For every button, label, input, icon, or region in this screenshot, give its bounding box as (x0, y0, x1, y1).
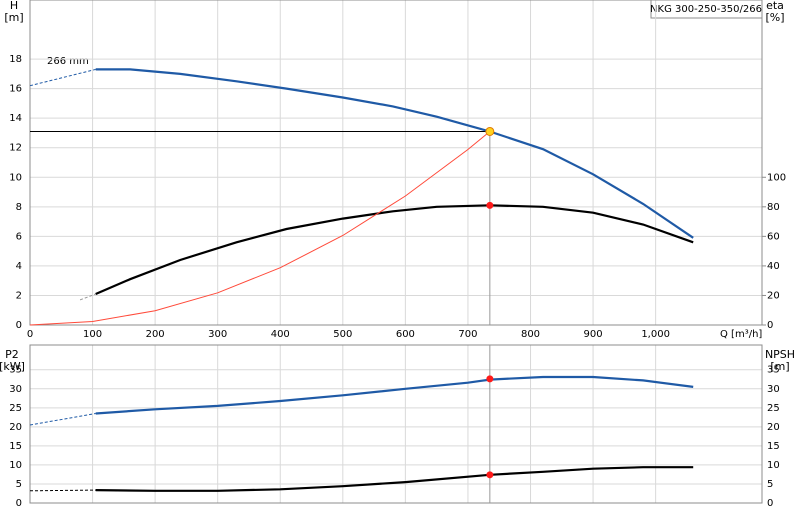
y2-unit: [%] (765, 11, 784, 24)
y2-tick-label: 20 (767, 422, 780, 433)
y2-label: NPSH (765, 348, 795, 361)
x-tick-label: 600 (396, 329, 415, 340)
y2-tick-label: 25 (767, 403, 780, 414)
y2-tick-label: 30 (767, 384, 780, 395)
y2-tick-label: 35 (767, 365, 780, 376)
y-tick-label: 6 (16, 231, 22, 242)
y2-tick-label: 0 (767, 320, 773, 331)
y-tick-label: 4 (16, 261, 22, 272)
y2-tick-label: 10 (767, 460, 780, 471)
y-tick-label: 12 (9, 143, 22, 154)
y-label: P2 (5, 348, 19, 361)
plot-frame (29, 344, 763, 504)
y-tick-label: 2 (16, 290, 22, 301)
y-tick-label: 16 (9, 84, 22, 95)
plot-frame (29, 0, 763, 326)
curve (95, 68, 694, 239)
y-tick-label: 20 (9, 422, 22, 433)
p2-point (486, 375, 494, 383)
y-tick-label: 25 (9, 403, 22, 414)
curve (29, 489, 96, 492)
x-tick-label: 800 (521, 329, 540, 340)
y2-unit: [m] (770, 360, 789, 373)
x-tick-label: 700 (458, 329, 477, 340)
y2-tick-label: 5 (767, 479, 773, 490)
x-tick-label: 400 (271, 329, 290, 340)
y-tick-label: 10 (9, 460, 22, 471)
curve (79, 293, 96, 301)
eta-point (486, 201, 494, 209)
curve (29, 131, 491, 326)
curve (29, 413, 96, 426)
x-tick-label: 900 (584, 329, 603, 340)
y2-tick-label: 80 (767, 202, 780, 213)
y-tick-label: 18 (9, 54, 22, 65)
y-tick-label: 0 (16, 498, 22, 509)
y-tick-label: 35 (9, 365, 22, 376)
y-tick-label: 8 (16, 202, 22, 213)
y-label: H (10, 0, 18, 12)
x-tick-label: 200 (146, 329, 165, 340)
x-tick-label: 500 (333, 329, 352, 340)
curve (95, 466, 694, 492)
y-unit: [m] (4, 11, 23, 24)
y-tick-label: 10 (9, 172, 22, 183)
y-unit: [kW] (0, 360, 25, 373)
y2-label: eta (766, 0, 784, 12)
curve (29, 68, 96, 87)
curve (95, 375, 694, 415)
y2-tick-label: 100 (767, 172, 786, 183)
y-tick-label: 30 (9, 384, 22, 395)
y2-tick-label: 60 (767, 231, 780, 242)
x-tick-label: 1,000 (641, 329, 670, 340)
y-tick-label: 14 (9, 113, 22, 124)
y-tick-label: 5 (16, 479, 22, 490)
duty-point (485, 126, 495, 136)
y2-tick-label: 0 (767, 498, 773, 509)
annotation: 266 mm (47, 56, 89, 67)
y2-tick-label: 15 (767, 441, 780, 452)
y-tick-label: 0 (16, 320, 22, 331)
x-tick-label: 0 (27, 329, 33, 340)
x-tick-label: 300 (208, 329, 227, 340)
y-tick-label: 15 (9, 441, 22, 452)
chart-title: NKG 300-250-350/266 (650, 4, 762, 15)
curve (95, 204, 694, 296)
x-tick-label: 100 (83, 329, 102, 340)
npsh-point (486, 471, 494, 479)
y2-tick-label: 20 (767, 290, 780, 301)
y2-tick-label: 40 (767, 261, 780, 272)
x-label: Q [m³/h] (720, 329, 762, 340)
